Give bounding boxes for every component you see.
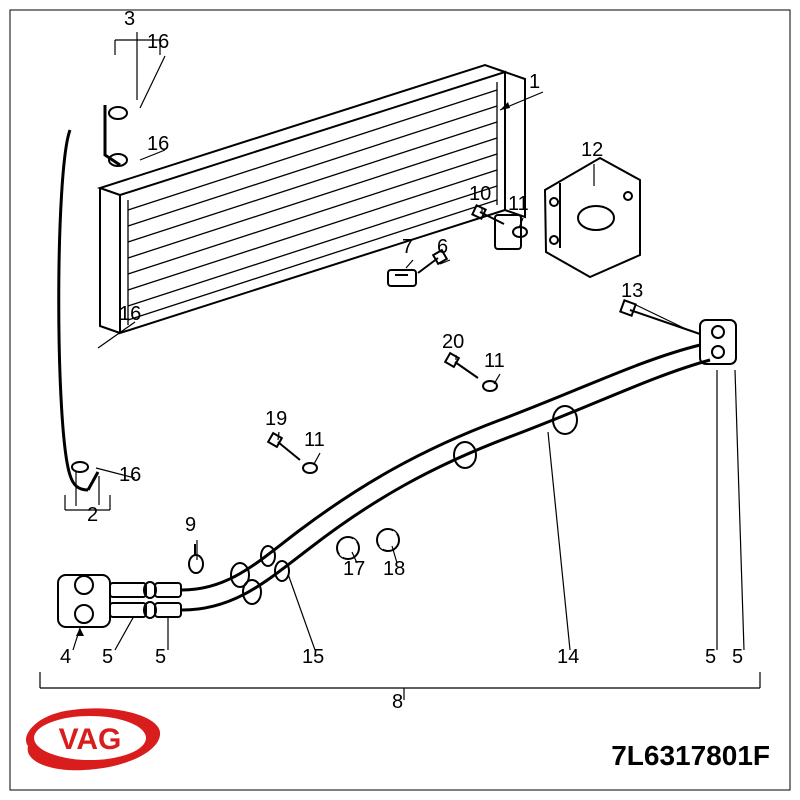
callout-2: 2 <box>87 504 98 527</box>
callout-14: 14 <box>557 646 579 669</box>
callout-13: 13 <box>621 280 643 303</box>
callout-5b: 5 <box>155 646 166 669</box>
callout-3: 3 <box>124 8 135 31</box>
callout-16d: 16 <box>119 464 141 487</box>
valve-4 <box>58 575 181 627</box>
callout-5a: 5 <box>102 646 113 669</box>
callout-11c: 11 <box>304 429 325 452</box>
pipe-left <box>59 105 127 490</box>
callout-15: 15 <box>302 646 324 669</box>
clamp-9 <box>189 544 203 573</box>
svg-text:VAG: VAG <box>59 723 122 756</box>
callout-9: 9 <box>185 514 196 537</box>
callout-11a: 11 <box>508 193 529 216</box>
callout-5c: 5 <box>705 646 716 669</box>
callout-5d: 5 <box>732 646 743 669</box>
callout-6: 6 <box>437 236 448 259</box>
diagram-canvas <box>0 0 800 800</box>
cooler <box>100 65 525 333</box>
callout-16c: 16 <box>119 303 141 326</box>
callout-1: 1 <box>529 71 540 94</box>
callout-12: 12 <box>581 139 603 162</box>
callout-16b: 16 <box>147 133 169 156</box>
callout-16a: 16 <box>147 31 169 54</box>
part-number: 7L6317801F <box>611 740 770 772</box>
callout-4: 4 <box>60 646 71 669</box>
callout-17: 17 <box>343 558 365 581</box>
arrowheads <box>76 102 510 636</box>
callout-20: 20 <box>442 331 464 354</box>
callout-19: 19 <box>265 408 287 431</box>
callout-8: 8 <box>392 691 403 714</box>
diagram-svg <box>0 0 800 800</box>
bracket-12 <box>545 158 640 277</box>
brand-logo: VAG <box>18 702 168 782</box>
callout-10: 10 <box>469 183 491 206</box>
callout-18: 18 <box>383 558 405 581</box>
callout-11b: 11 <box>484 350 505 373</box>
callout-7: 7 <box>402 236 413 259</box>
